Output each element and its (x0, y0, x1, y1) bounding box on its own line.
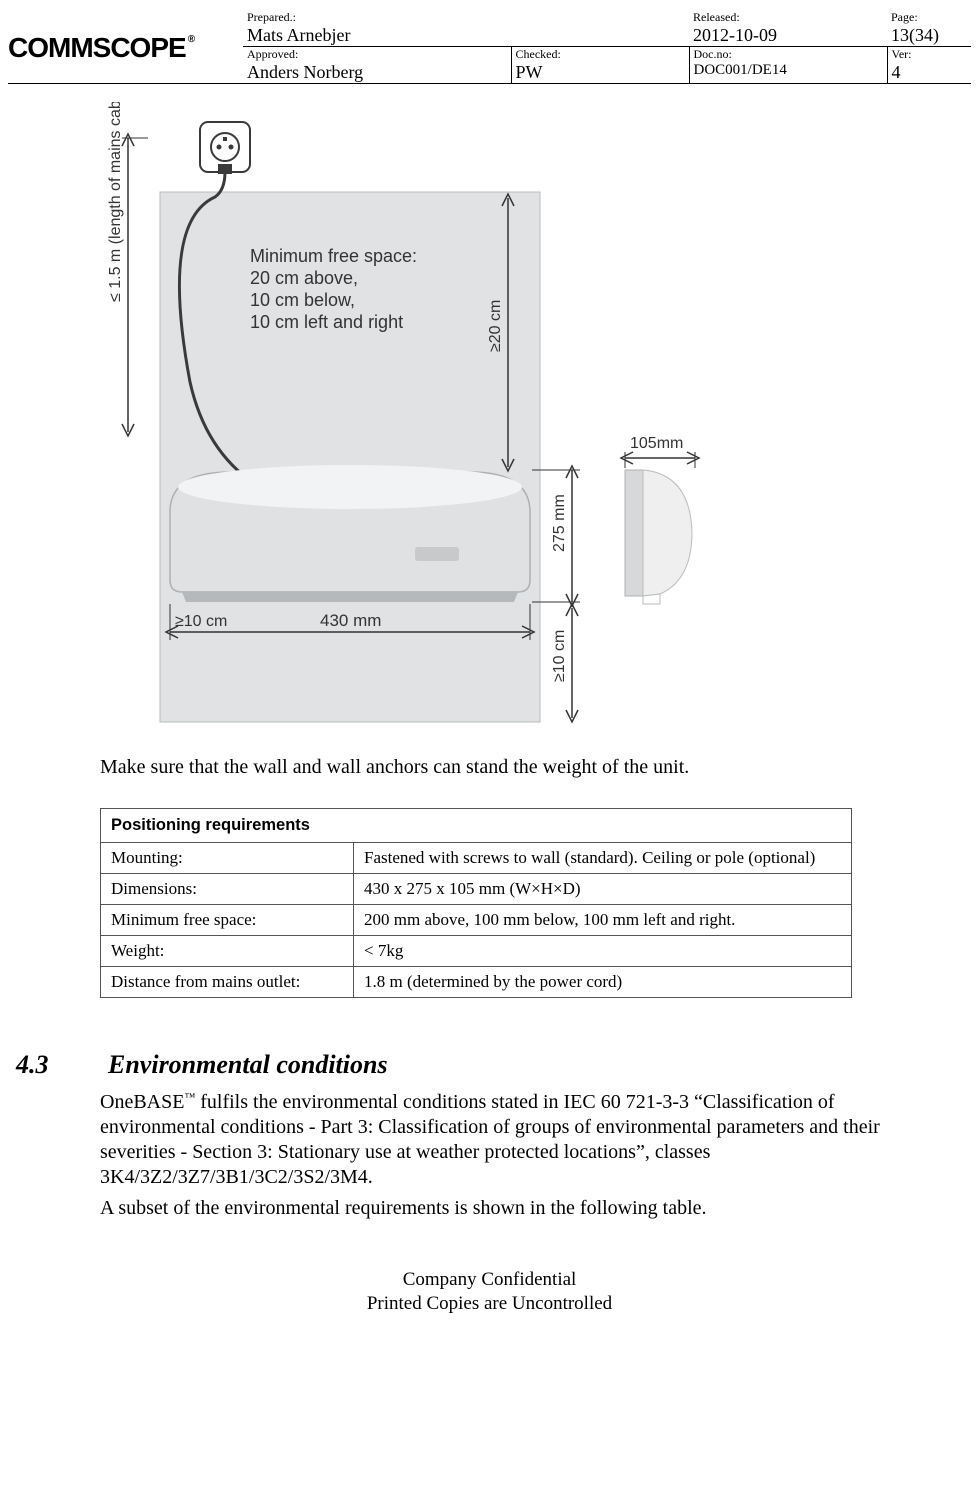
released-label: Released: (693, 10, 883, 25)
height-dim-label: 275 mm (551, 494, 568, 552)
page-label: Page: (891, 10, 967, 25)
fs3: 10 cm below, (250, 290, 355, 310)
table-row: Mounting: Fastened with screws to wall (… (101, 843, 852, 874)
cable-len-label: ≤ 1.5 m (length of mains cable) (107, 102, 124, 302)
req-value: < 7kg (354, 936, 852, 967)
approved-value: Anders Norberg (247, 62, 507, 83)
fs1: Minimum free space: (250, 246, 417, 266)
page-root: COMMSCOPE ® Prepared.: Mats Arnebjer Rel… (0, 0, 979, 1337)
checked-label: Checked: (516, 47, 685, 62)
req-value: 430 x 275 x 105 mm (W×H×D) (354, 874, 852, 905)
section-body: OneBASE™ fulfils the environmental condi… (8, 1080, 971, 1221)
figure-svg: ≤ 1.5 m (length of mains cable) Minimum … (100, 102, 724, 735)
doc-header: COMMSCOPE ® Prepared.: Mats Arnebjer Rel… (8, 10, 971, 84)
req-value: 1.8 m (determined by the power cord) (354, 967, 852, 998)
docno-value: DOC001/DE14 (694, 62, 883, 79)
installation-figure: ≤ 1.5 m (length of mains cable) Minimum … (100, 102, 724, 735)
registered-icon: ® (188, 34, 194, 45)
req-table-header: Positioning requirements (101, 809, 852, 843)
req-value: 200 mm above, 100 mm below, 100 mm left … (354, 905, 852, 936)
para1b: fulfils the environmental conditions sta… (100, 1091, 880, 1188)
logo: COMMSCOPE ® (8, 32, 243, 64)
ver-value: 4 (892, 62, 968, 83)
page-footer: Company Confidential Printed Copies are … (8, 1269, 971, 1315)
section-number: 4.3 (16, 1050, 108, 1080)
cable-length-dim: ≤ 1.5 m (length of mains cable) (107, 102, 148, 436)
footer-line1: Company Confidential (8, 1269, 971, 1291)
device-side (625, 470, 692, 604)
figure-caption: Make sure that the wall and wall anchors… (100, 755, 921, 780)
below-dim-label: ≥10 cm (551, 630, 568, 682)
below-dim: ≥10 cm (551, 604, 578, 722)
header-meta-table: Prepared.: Mats Arnebjer Released: 2012-… (243, 10, 971, 83)
depth-dim: 105mm (621, 435, 699, 468)
page-value: 13(34) (891, 25, 967, 46)
device-front (170, 465, 530, 602)
checked-value: PW (516, 62, 685, 83)
req-value: Fastened with screws to wall (standard).… (354, 843, 852, 874)
ver-label: Ver: (892, 47, 968, 62)
positioning-requirements-table: Positioning requirements Mounting: Faste… (100, 808, 852, 998)
fs4: 10 cm left and right (250, 312, 403, 332)
req-label: Weight: (101, 936, 354, 967)
prepared-label: Prepared.: (247, 10, 507, 25)
section-heading-row: 4.3 Environmental conditions (8, 1050, 971, 1080)
req-label: Minimum free space: (101, 905, 354, 936)
req-label: Mounting: (101, 843, 354, 874)
section-para1: OneBASE™ fulfils the environmental condi… (100, 1090, 901, 1190)
width-dim-label: 430 mm (320, 611, 381, 630)
logo-text: COMMSCOPE (8, 32, 186, 64)
section-title: Environmental conditions (108, 1050, 388, 1080)
trademark-icon: ™ (184, 1091, 195, 1103)
depth-dim-label: 105mm (630, 435, 683, 452)
footer-line2: Printed Copies are Uncontrolled (8, 1293, 971, 1315)
table-row: Weight: < 7kg (101, 936, 852, 967)
docno-label: Doc.no: (694, 47, 883, 62)
left-dim: ≥10 cm (175, 613, 227, 630)
left-dim-label: ≥10 cm (175, 613, 227, 630)
logo-cell: COMMSCOPE ® (8, 26, 243, 68)
table-row: Minimum free space: 200 mm above, 100 mm… (101, 905, 852, 936)
approved-label: Approved: (247, 47, 507, 62)
fs2: 20 cm above, (250, 268, 358, 288)
req-label: Distance from mains outlet: (101, 967, 354, 998)
prepared-value: Mats Arnebjer (247, 25, 507, 46)
para1a: OneBASE (100, 1091, 184, 1113)
content-area: ≤ 1.5 m (length of mains cable) Minimum … (8, 84, 971, 998)
table-row: Distance from mains outlet: 1.8 m (deter… (101, 967, 852, 998)
released-value: 2012-10-09 (693, 25, 883, 46)
section-para2: A subset of the environmental requiremen… (100, 1196, 901, 1221)
above-dim-label: ≥20 cm (487, 300, 504, 352)
table-row: Dimensions: 430 x 275 x 105 mm (W×H×D) (101, 874, 852, 905)
req-label: Dimensions: (101, 874, 354, 905)
